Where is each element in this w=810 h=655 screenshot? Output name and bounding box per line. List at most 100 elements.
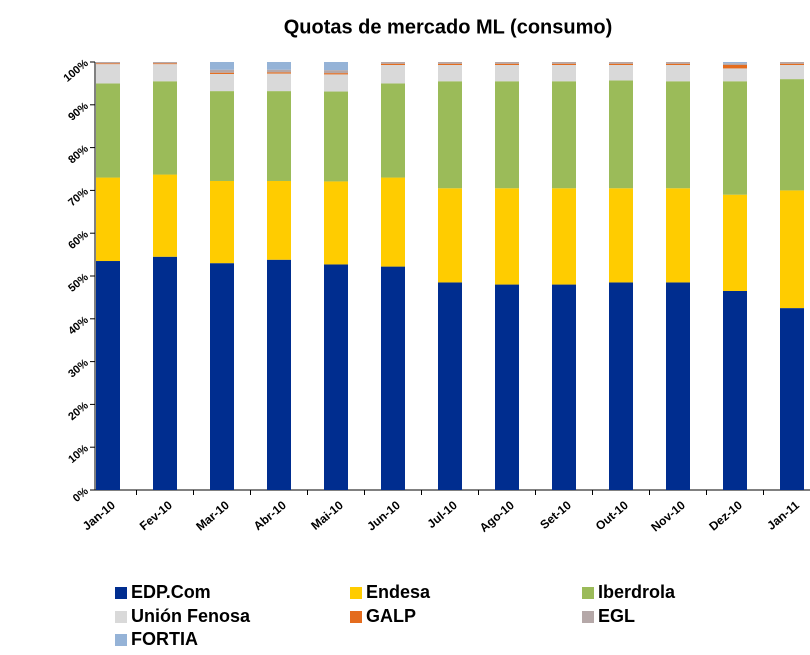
bar-segment xyxy=(552,188,576,285)
bar-segment xyxy=(609,63,633,65)
bar-segment xyxy=(153,64,177,82)
y-tick-label: 40% xyxy=(66,314,91,337)
y-tick-label: 0% xyxy=(71,485,91,505)
bar-segment xyxy=(552,64,576,82)
bar-segment xyxy=(381,266,405,490)
bar-segment xyxy=(495,64,519,82)
y-tick-label: 100% xyxy=(62,57,91,84)
bar-segment xyxy=(552,62,576,64)
x-tick-label: Dez-10 xyxy=(706,498,745,534)
bar-segment xyxy=(780,190,804,309)
bar-segment xyxy=(96,64,120,84)
x-tick-label: Abr-10 xyxy=(251,498,289,533)
bar-segment xyxy=(210,69,234,73)
bar-segment xyxy=(438,81,462,189)
bar-segment xyxy=(723,194,747,291)
bar-segment xyxy=(210,72,234,74)
bar-segment xyxy=(666,64,690,82)
bar-segment xyxy=(324,74,348,92)
bar-segment xyxy=(210,263,234,490)
bar-segment xyxy=(780,308,804,490)
legend-label: GALP xyxy=(366,606,416,626)
bar-segment xyxy=(438,188,462,283)
legend-label: Endesa xyxy=(366,582,431,602)
x-tick-label: Set-10 xyxy=(537,498,574,532)
bar-segment xyxy=(324,181,348,265)
bar-segment xyxy=(153,63,177,65)
bar-segment xyxy=(495,188,519,285)
bar-segment xyxy=(723,290,747,490)
bar-segment xyxy=(723,68,747,82)
bar-segment xyxy=(153,256,177,490)
bar-segment xyxy=(552,63,576,65)
bar-segment xyxy=(495,62,519,64)
bar-segment xyxy=(267,72,291,74)
bar-segment xyxy=(552,81,576,189)
bar-segment xyxy=(438,64,462,82)
bar-segment xyxy=(609,188,633,283)
bar-segment xyxy=(267,62,291,70)
x-tick-label: Jan-11 xyxy=(764,498,802,533)
bar-segment xyxy=(723,81,747,195)
bar-segment xyxy=(666,62,690,64)
bar-segment xyxy=(381,63,405,65)
bar-segment xyxy=(96,62,120,64)
legend-swatch xyxy=(582,611,594,623)
bar-segment xyxy=(267,73,291,92)
x-tick-label: Out-10 xyxy=(593,498,631,533)
x-tick-label: Mar-10 xyxy=(193,498,232,534)
bar-segment xyxy=(210,180,234,264)
bar-segment xyxy=(723,64,747,69)
y-tick-label: 70% xyxy=(66,186,91,209)
x-tick-label: Nov-10 xyxy=(648,498,688,535)
bar-segment xyxy=(324,91,348,182)
y-tick-label: 50% xyxy=(66,271,91,294)
bar-segment xyxy=(267,259,291,490)
bar-segment xyxy=(210,91,234,181)
bar-segment xyxy=(666,282,690,490)
legend-swatch xyxy=(115,634,127,646)
y-tick-label: 80% xyxy=(66,143,91,166)
y-tick-label: 20% xyxy=(66,400,91,423)
bar-segment xyxy=(96,261,120,490)
bar-segment xyxy=(666,63,690,65)
x-tick-label: Jan-10 xyxy=(80,498,118,533)
bar-segment xyxy=(381,64,405,84)
bar-segment xyxy=(210,73,234,92)
bar-segment xyxy=(780,62,804,64)
bar-segment xyxy=(495,284,519,490)
bar-segment xyxy=(96,177,120,262)
bar-segment xyxy=(552,284,576,490)
y-tick-label: 10% xyxy=(66,442,91,465)
bar-segment xyxy=(324,62,348,71)
bar-segment xyxy=(381,83,405,178)
bar-segment xyxy=(666,188,690,283)
bar-segment xyxy=(153,174,177,257)
bar-segment xyxy=(267,180,291,260)
bar-segment xyxy=(609,64,633,81)
bar-segment xyxy=(153,81,177,175)
bar-segment xyxy=(381,62,405,64)
x-tick-label: Jul-10 xyxy=(424,498,460,531)
bar-segment xyxy=(153,62,177,64)
bar-segment xyxy=(666,81,690,189)
bar-segment xyxy=(609,282,633,490)
legend-label: FORTIA xyxy=(131,629,198,649)
bar-segment xyxy=(324,264,348,490)
bar-segment xyxy=(780,79,804,191)
bar-segment xyxy=(495,63,519,65)
chart-title: Quotas de mercado ML (consumo) xyxy=(284,16,613,38)
bar-segment xyxy=(438,282,462,490)
legend-label: Unión Fenosa xyxy=(131,606,251,626)
bar-segment xyxy=(438,63,462,65)
bar-segment xyxy=(267,91,291,181)
bar-segment xyxy=(495,81,519,189)
legend-label: EGL xyxy=(598,606,635,626)
bar-segment xyxy=(96,83,120,178)
bar-segment xyxy=(381,177,405,267)
bar-segment xyxy=(438,62,462,64)
x-tick-label: Mai-10 xyxy=(308,498,346,533)
x-tick-label: Jun-10 xyxy=(364,498,403,534)
bar-segment xyxy=(324,73,348,75)
legend-swatch xyxy=(582,587,594,599)
